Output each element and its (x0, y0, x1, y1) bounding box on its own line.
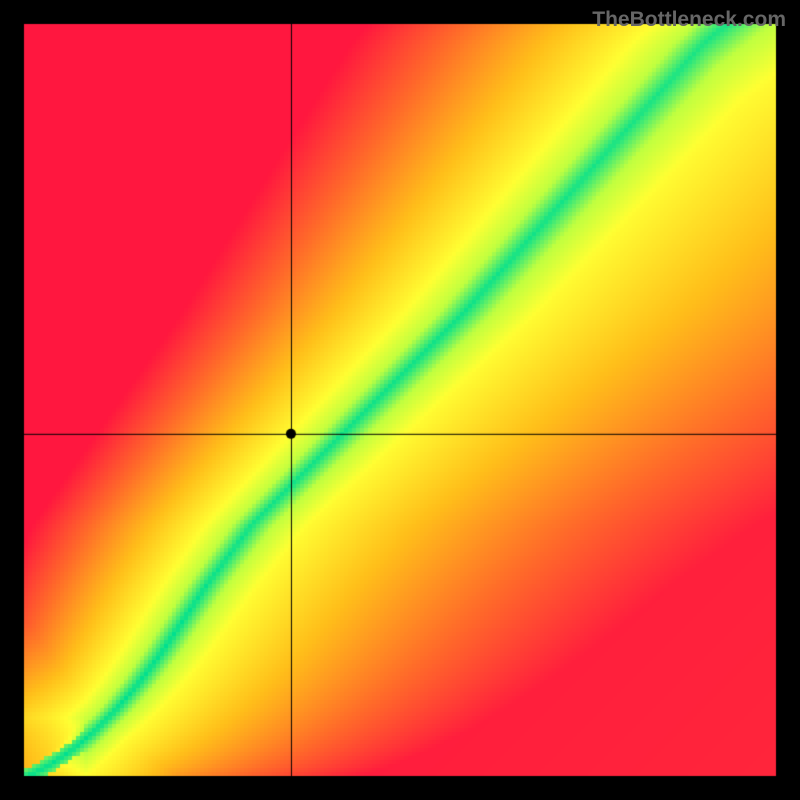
heatmap-canvas (0, 0, 800, 800)
chart-container: TheBottleneck.com (0, 0, 800, 800)
watermark-text: TheBottleneck.com (592, 8, 786, 32)
